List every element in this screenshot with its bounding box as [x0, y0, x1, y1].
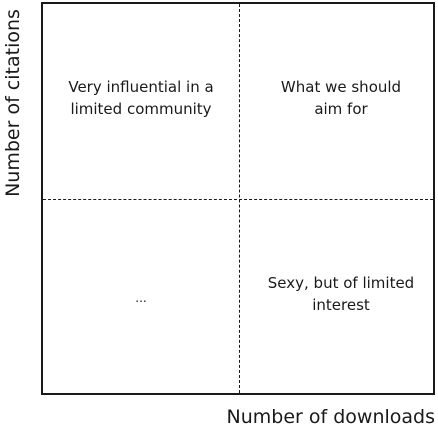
vertical-dashed-divider	[239, 4, 240, 393]
x-axis-label: Number of downloads	[226, 406, 436, 428]
quadrant-diagram-frame: Very influential in a limited community …	[41, 2, 435, 395]
quadrant-top-right-label: What we should aim for	[280, 78, 402, 118]
horizontal-dashed-divider	[43, 199, 433, 200]
quadrant-bottom-left-label: ...	[135, 291, 147, 305]
quadrant-top-left-label: Very influential in a limited community	[68, 78, 214, 118]
quadrant-bottom-right-label: Sexy, but of limited interest	[267, 274, 415, 314]
y-axis-label: Number of citations	[2, 9, 24, 197]
